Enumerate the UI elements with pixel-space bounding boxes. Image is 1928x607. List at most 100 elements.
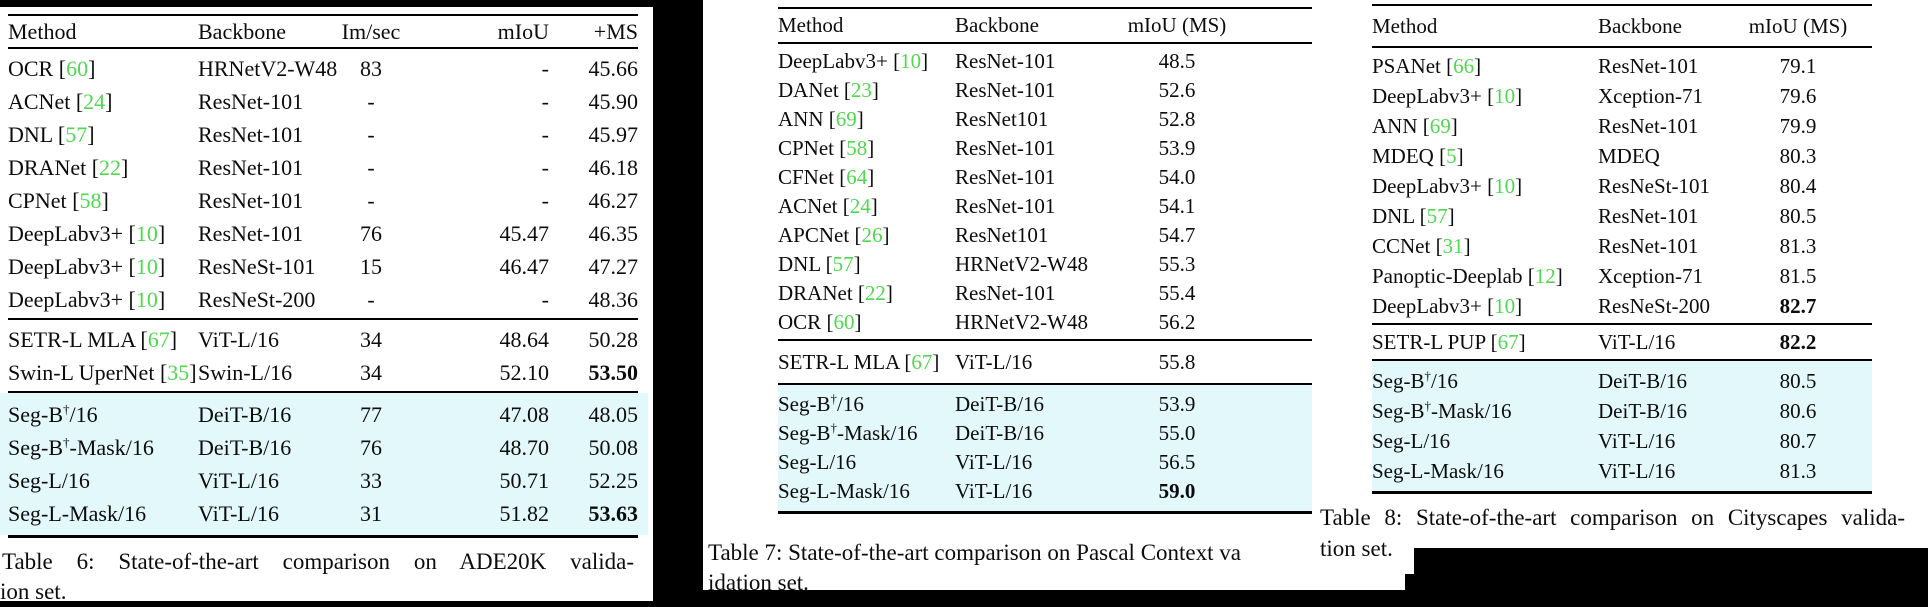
table-row: Seg-L/16 ViT-L/16 56.5 — [778, 448, 1313, 477]
table-row: DeepLabv3+ [10] Xception-71 79.6 — [1372, 81, 1872, 111]
backbone-cell: ResNeSt-101 — [1598, 173, 1710, 198]
col-header-imsec: Im/sec — [341, 18, 401, 44]
table-row: DNL [57] ResNet-101 80.5 — [1372, 201, 1872, 231]
backbone-cell: MDEQ — [1598, 143, 1660, 168]
backbone-cell: ResNeSt-200 — [198, 286, 316, 312]
table-row: MDEQ [5] MDEQ 80.3 — [1372, 141, 1872, 171]
miou-cell: 54.0 — [1158, 165, 1196, 189]
citation-ref: 57 — [65, 121, 88, 147]
citation-ref: 58 — [846, 136, 868, 160]
table-row: DNL [57] HRNetV2-W48 55.3 — [778, 250, 1313, 279]
table-group-highlighted: Seg-B†/16 DeiT-B/16 53.9 Seg-B†-Mask/16 DeiT… — [778, 385, 1313, 511]
backbone-cell: ViT-L/16 — [1598, 329, 1676, 354]
method-cell: ACNet [24] — [778, 194, 878, 218]
method-cell: Seg-B†-Mask/16 — [1372, 397, 1512, 423]
backbone-cell: ViT-L/16 — [955, 450, 1033, 474]
method-cell: DeepLabv3+ [10] — [1372, 83, 1523, 108]
citation-ref: 69 — [1429, 113, 1451, 138]
method-cell: Seg-L-Mask/16 — [8, 500, 147, 526]
table-group: SETR-L MLA [67] ViT-L/16 34 48.64 50.28 Swin-… — [8, 320, 638, 391]
ms-cell: 46.18 — [588, 154, 639, 180]
backbone-cell: DeiT-B/16 — [198, 401, 292, 427]
method-cell: CPNet [58] — [778, 136, 875, 160]
table-row: OCR [60] HRNetV2-W48 56.2 — [778, 308, 1313, 337]
table8-caption: Table 8: State-of-the-art comparison on … — [1320, 502, 1905, 564]
dagger-sup: † — [1424, 367, 1432, 383]
backbone-cell: DeiT-B/16 — [955, 392, 1045, 416]
backbone-cell: ResNet-101 — [198, 88, 304, 114]
miou-cell: 48.70 — [499, 434, 550, 460]
col-header-miou: mIoU (MS) — [1127, 13, 1227, 37]
table-row: Seg-B†/16 DeiT-B/16 77 47.08 48.05 — [8, 398, 638, 431]
imsec-cell: 77 — [360, 401, 382, 427]
table6-caption: Table 6: State-of-the-art comparison on … — [0, 547, 634, 607]
table-header-rule — [778, 42, 1313, 44]
caption-line: idation set. — [708, 570, 809, 595]
table-row: Swin-L UperNet [35] Swin-L/16 34 52.10 53.50 — [8, 356, 638, 389]
table-mid-rule — [1372, 323, 1872, 325]
method-cell: CPNet [58] — [8, 187, 109, 213]
table-row: Seg-B†/16 DeiT-B/16 80.5 — [1372, 366, 1872, 396]
method-cell: DeepLabv3+ [10] — [8, 253, 166, 279]
backbone-cell: DeiT-B/16 — [955, 421, 1045, 445]
dagger-sup: † — [63, 434, 70, 450]
method-cell: SETR-L PUP [67] — [1372, 329, 1526, 354]
miou-cell: 48.64 — [499, 326, 550, 352]
table-group: SETR-L PUP [67] ViT-L/16 82.2 — [1372, 325, 1872, 359]
method-cell: ACNet [24] — [8, 88, 113, 114]
citation-ref: 58 — [79, 187, 102, 213]
miou-cell: - — [541, 286, 549, 312]
table-header-rule — [1372, 46, 1872, 48]
method-cell: Seg-B†/16 — [778, 391, 864, 416]
miou-cell: 52.6 — [1158, 78, 1196, 102]
backbone-cell: ResNet-101 — [198, 121, 304, 147]
miou-cell: 56.2 — [1158, 310, 1196, 334]
method-cell: PSANet [66] — [1372, 53, 1482, 78]
method-cell: Swin-L UperNet [35] — [8, 359, 197, 385]
method-cell: OCR [60] — [8, 55, 96, 81]
ms-cell: 48.05 — [588, 401, 639, 427]
ms-cell: 53.50 — [588, 359, 639, 385]
backbone-cell: ResNet-101 — [198, 154, 304, 180]
citation-ref: 5 — [1446, 143, 1457, 168]
table-row: DeepLabv3+ [10] ResNeSt-200 - - 48.36 — [8, 283, 638, 316]
miou-cell: 82.2 — [1779, 329, 1817, 354]
table-row: DNL [57] ResNet-101 - - 45.97 — [8, 118, 638, 151]
imsec-cell: 15 — [360, 253, 382, 279]
table-mid-rule — [8, 391, 638, 393]
table-bottom-rule — [8, 535, 638, 538]
miou-cell: 59.0 — [1158, 479, 1196, 503]
method-cell: DeepLabv3+ [10] — [8, 220, 166, 246]
backbone-cell: Xception-71 — [1598, 83, 1703, 108]
table-row: ACNet [24] ResNet-101 54.1 — [778, 192, 1313, 221]
citation-ref: 67 — [1497, 329, 1519, 354]
table-row: DeepLabv3+ [10] ResNet-101 76 45.47 46.35 — [8, 217, 638, 250]
method-cell: DNL [57] — [8, 121, 95, 147]
miou-cell: 79.6 — [1779, 83, 1817, 108]
imsec-cell: - — [367, 121, 375, 147]
col-header-backbone: Backbone — [955, 13, 1039, 37]
citation-ref: 24 — [83, 88, 106, 114]
col-header-method: Method — [1372, 13, 1438, 38]
backbone-cell: ViT-L/16 — [198, 326, 279, 352]
backbone-cell: ResNeSt-101 — [198, 253, 316, 279]
table-header-rule — [8, 47, 638, 49]
miou-cell: 55.0 — [1158, 421, 1196, 445]
table-row: DeepLabv3+ [10] ResNet-101 48.5 — [778, 47, 1313, 76]
ms-cell: 48.36 — [588, 286, 639, 312]
table-row: CCNet [31] ResNet-101 81.3 — [1372, 231, 1872, 261]
ms-cell: 46.27 — [588, 187, 639, 213]
table-row: Seg-L/16 ViT-L/16 33 50.71 52.25 — [8, 464, 638, 497]
caption-line: tion set. — [1320, 536, 1393, 561]
backbone-cell: DeiT-B/16 — [198, 434, 292, 460]
miou-cell: 80.6 — [1779, 398, 1817, 423]
backbone-cell: ResNet-101 — [1598, 113, 1699, 138]
table-row: SETR-L MLA [67] ViT-L/16 34 48.64 50.28 — [8, 323, 638, 356]
ms-cell: 45.90 — [588, 88, 639, 114]
miou-cell: 80.5 — [1779, 368, 1817, 393]
backbone-cell: ResNet-101 — [955, 165, 1056, 189]
miou-cell: 55.4 — [1158, 281, 1196, 305]
miou-cell: 80.3 — [1779, 143, 1817, 168]
imsec-cell: 76 — [360, 434, 382, 460]
